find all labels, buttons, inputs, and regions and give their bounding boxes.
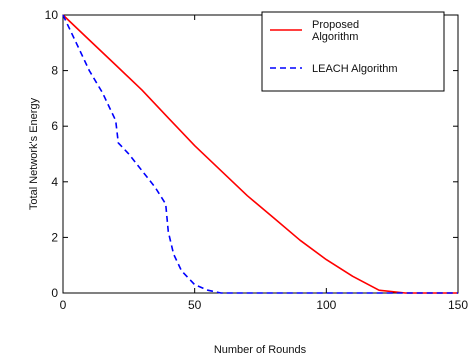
legend-box bbox=[261, 11, 445, 92]
x-tick-label: 100 bbox=[316, 298, 336, 312]
legend-label: Proposed bbox=[312, 19, 359, 31]
y-axis-label: Total Network's Energy bbox=[28, 97, 40, 210]
y-tick-label: 2 bbox=[51, 230, 58, 244]
series-lines bbox=[62, 14, 458, 294]
series-line-2 bbox=[62, 14, 458, 294]
x-axis-label: Number of Rounds bbox=[214, 344, 307, 356]
axis-ticks: 0 50 100 150 0 2 4 6 8 10 bbox=[45, 8, 469, 312]
y-tick-label: 0 bbox=[51, 286, 58, 300]
y-tick-label: 8 bbox=[51, 64, 58, 78]
x-tick-label: 0 bbox=[60, 298, 67, 312]
x-tick-label: 150 bbox=[448, 298, 468, 312]
y-tick-label: 6 bbox=[51, 119, 58, 133]
x-tick-label: 50 bbox=[188, 298, 202, 312]
legend-label: Algorithm bbox=[312, 31, 358, 43]
y-tick-label: 4 bbox=[51, 175, 58, 189]
series-line-1 bbox=[62, 14, 458, 294]
y-tick-label: 10 bbox=[45, 8, 59, 22]
legend-label: LEACH Algorithm bbox=[312, 63, 398, 75]
